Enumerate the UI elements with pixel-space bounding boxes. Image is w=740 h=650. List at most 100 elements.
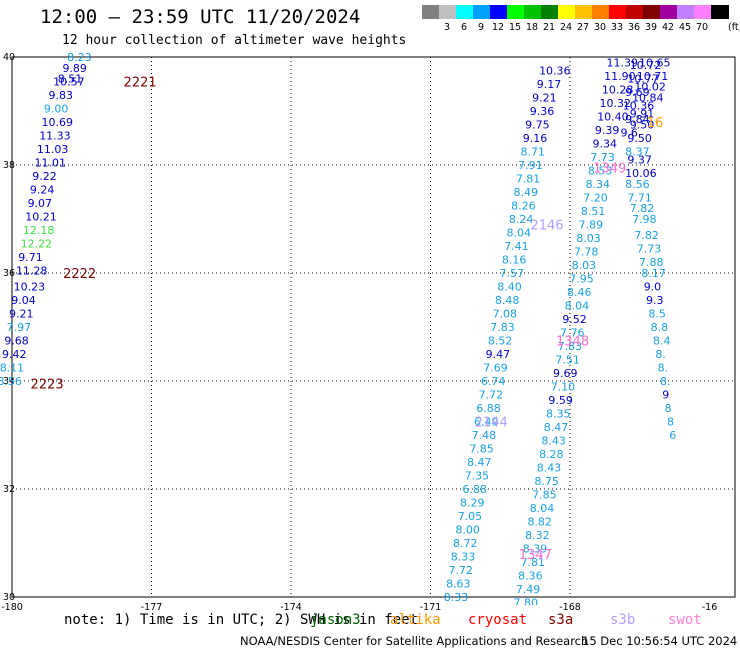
wave-height-point: 8.82 [527, 515, 552, 528]
wave-height-point: 8.03 [572, 259, 597, 272]
satellite-legend-item: s3a [548, 612, 574, 628]
wave-height-point: 8. [658, 362, 669, 375]
wave-height-point: 7.73 [637, 243, 662, 256]
lat-tick-label: 40 [3, 52, 15, 63]
scale-swatch [626, 5, 644, 19]
wave-height-point: 8.23 [67, 51, 92, 64]
scale-swatch [609, 5, 627, 19]
wave-height-point: 8.26 [511, 200, 536, 213]
wave-height-point: 8.11 [0, 362, 24, 375]
wave-height-point: 8.24 [509, 213, 533, 226]
pass-time-label: 2223 [31, 378, 64, 393]
scale-label: 39 [644, 22, 658, 33]
wave-height-point: 8.16 [502, 254, 527, 267]
wave-height-point: 12.18 [23, 224, 55, 237]
wave-height-point: 7.95 [569, 272, 594, 285]
pass-time-label: 2221 [124, 75, 157, 90]
scale-label: 18 [525, 22, 539, 33]
wave-height-point: 9.36 [530, 105, 555, 118]
wave-height-point: 7.72 [479, 389, 504, 402]
credit-line: NOAA/NESDIS Center for Satellite Applica… [240, 634, 589, 648]
scale-label: 42 [661, 22, 675, 33]
wave-height-point: 8.72 [453, 537, 478, 550]
wave-height-point: 11.03 [37, 143, 69, 156]
lon-tick-label: -16 [702, 602, 718, 613]
wave-height-point: 7.10 [551, 380, 576, 393]
wave-height-point: 7.76 [560, 326, 585, 339]
scale-label: 21 [542, 22, 556, 33]
scale-label: 45 [678, 22, 692, 33]
wave-height-point: 7.05 [458, 510, 483, 523]
scale-swatch [558, 5, 576, 19]
wave-height-point: 7.51 [555, 353, 580, 366]
wave-height-point: 8.63 [446, 578, 471, 591]
wave-height-point: 8.04 [507, 227, 532, 240]
lon-tick-label: -174 [280, 602, 302, 613]
wave-height-point: 9.0 [644, 281, 662, 294]
wave-height-point: 11.90 [604, 70, 636, 83]
wave-height-point: 9.52 [562, 313, 587, 326]
wave-height-point: 8.34 [586, 178, 611, 191]
wave-height-point: 8.46 [567, 286, 592, 299]
scale-swatch [473, 5, 491, 19]
pass-time-label: 2144 [475, 416, 508, 431]
wave-height-point: 7.67 [441, 605, 466, 618]
wave-height-point: 7.97 [7, 321, 32, 334]
wave-height-point: 10.40 [597, 110, 629, 123]
wave-height-point: 8 [667, 416, 674, 429]
wave-height-point: 9.69 [553, 367, 578, 380]
wave-height-point: 7.88 [639, 256, 664, 269]
scale-swatch [643, 5, 661, 19]
wave-height-point: 10.23 [14, 281, 46, 294]
scale-swatch [422, 5, 440, 19]
wave-height-values: 8.239.898.5110.579.839.0010.6911.3311.03… [0, 51, 676, 618]
wave-height-point: 8.35 [546, 407, 571, 420]
lat-tick-label: 32 [3, 484, 15, 495]
wave-height-point: 8.56 [625, 178, 650, 191]
wave-height-point: 9.24 [30, 183, 55, 196]
scale-swatch [524, 5, 542, 19]
wave-height-point: 9.71 [18, 251, 43, 264]
wave-height-point: 10.32 [600, 97, 632, 110]
wave-height-point: 7.78 [574, 245, 599, 258]
wave-height-point: 9.69 [625, 86, 650, 99]
map-frame [11, 56, 736, 598]
wave-height-point: 9.68 [4, 335, 29, 348]
wave-height-point: 8.4 [653, 335, 671, 348]
scale-swatch [541, 5, 559, 19]
wave-height-point: 8.48 [495, 294, 520, 307]
scale-swatch [660, 5, 678, 19]
wave-height-point: 7.89 [579, 218, 604, 231]
wave-height-point: 9.89 [62, 62, 86, 75]
pass-time-label: 1348 [556, 335, 589, 350]
wave-height-point: 10.21 [25, 210, 57, 223]
scale-swatch [694, 5, 712, 19]
lat-tick-label: 34 [3, 376, 15, 387]
lon-tick-label: -168 [559, 602, 581, 613]
wave-height-point: 8.49 [514, 186, 539, 199]
lat-tick-label: 30 [3, 592, 15, 603]
scale-swatch [439, 5, 457, 19]
wave-height-point: 9.83 [49, 89, 74, 102]
wave-height-point: 11.28 [16, 264, 48, 277]
wave-height-point: 6.88 [462, 483, 487, 496]
wave-height-point: 7.85 [469, 443, 494, 456]
wave-height-point: 8.5 [648, 308, 666, 321]
wave-height-point: 11.33 [39, 129, 70, 142]
wave-height-point: 6.49 [474, 416, 499, 429]
pass-time-label: 2222 [63, 267, 96, 282]
scale-unit: (ft) [728, 22, 740, 33]
wave-height-point: 9.91 [630, 108, 655, 121]
scale-label: 70 [695, 22, 709, 33]
wave-height-point: 6 [669, 429, 676, 442]
scale-label: 15 [508, 22, 522, 33]
wave-height-point: 8.56 [0, 375, 22, 388]
scale-label: 6 [460, 22, 468, 33]
wave-height-point: 9.21 [9, 308, 33, 321]
satellite-legend-item: altika [390, 612, 441, 628]
wave-height-point: 9.17 [537, 78, 562, 91]
pass-time-label: 1347 [519, 548, 552, 563]
wave-height-point: 11.39 [607, 56, 639, 69]
wave-height-point: 8.53 [588, 164, 613, 177]
